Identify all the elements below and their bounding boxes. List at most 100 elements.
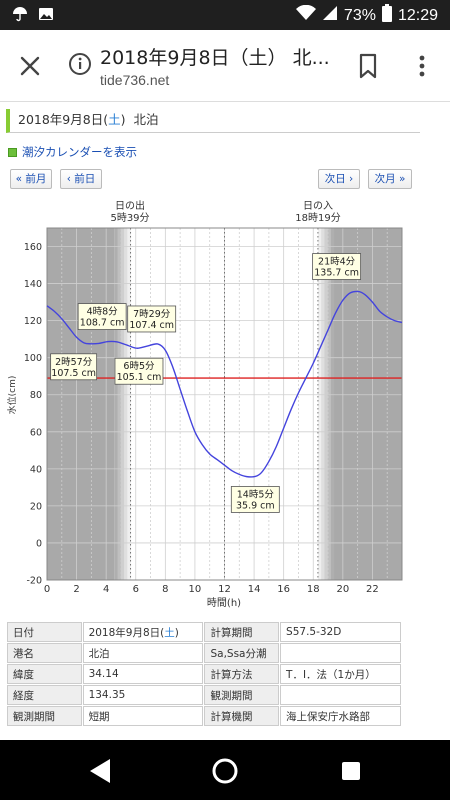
- info-key: 計算期間: [204, 622, 280, 642]
- annotation-time: 6時5分: [123, 361, 155, 372]
- info-table: 日付 2018年9月8日(土) 計算期間 S57.5-32D 港名 北泊 Sa,Ssa分潮緯…: [6, 621, 402, 727]
- calendar-link[interactable]: 潮汐カレンダーを表示: [8, 144, 137, 160]
- calendar-link-label: 潮汐カレンダーを表示: [22, 145, 137, 159]
- prev-day-button[interactable]: ‹ 前日: [60, 169, 102, 189]
- site-info-button[interactable]: [68, 52, 92, 76]
- x-tick-label: 14: [248, 584, 261, 595]
- info-value: S57.5-32D: [280, 622, 401, 642]
- info-key: 日付: [7, 622, 82, 642]
- close-button[interactable]: [14, 50, 46, 82]
- heading-dow: 土: [108, 112, 121, 127]
- info-row: 経度 134.35 観測期間: [7, 685, 401, 705]
- x-tick-label: 16: [277, 584, 290, 595]
- twilight-shade-morning: [114, 228, 119, 580]
- x-tick-label: 18: [307, 584, 320, 595]
- home-button[interactable]: [211, 757, 239, 789]
- annotation-value: 35.9 cm: [236, 500, 275, 511]
- y-tick-label: 140: [24, 279, 42, 290]
- x-tick-label: 10: [189, 584, 202, 595]
- x-tick-label: 8: [162, 584, 168, 595]
- home-icon: [212, 758, 238, 784]
- night-shade-morning: [47, 228, 115, 580]
- y-tick-label: 40: [30, 464, 42, 475]
- sunset-time: 18時19分: [295, 212, 340, 224]
- info-key: Sa,Ssa分潮: [204, 643, 280, 663]
- tide-chart-svg: 日の出 5時39分 日の入 18時19分 時間(h) 水位(cm) -20020…: [6, 199, 403, 609]
- info-row: 日付 2018年9月8日(土) 計算期間 S57.5-32D: [7, 622, 401, 642]
- sunset-label: 日の入: [303, 201, 333, 212]
- info-row: 緯度 34.14 計算方法 T．I．法（1か月）: [7, 664, 401, 684]
- y-tick-label: 20: [30, 501, 42, 512]
- annotation-value: 107.5 cm: [51, 368, 96, 379]
- y-tick-label: 60: [30, 427, 42, 438]
- info-value: 2018年9月8日(土): [82, 622, 204, 642]
- bookmark-button[interactable]: [356, 52, 380, 80]
- night-shade-evening: [334, 228, 402, 580]
- image-icon: [38, 6, 54, 26]
- close-icon: [20, 56, 40, 76]
- y-tick-label: 160: [24, 242, 42, 253]
- info-dow: 土: [164, 626, 175, 639]
- heading-place: 北泊: [133, 112, 159, 127]
- battery-percent: 73%: [343, 6, 376, 24]
- tide-chart: 日の出 5時39分 日の入 18時19分 時間(h) 水位(cm) -20 0 20…: [0, 195, 450, 615]
- annotation-value: 105.1 cm: [117, 372, 162, 383]
- bookmark-icon: [359, 53, 377, 79]
- twilight-shade-morning: [120, 228, 125, 580]
- back-button[interactable]: [88, 758, 112, 788]
- annotation-box: [127, 305, 177, 333]
- annotation-time: 2時57分: [55, 357, 93, 368]
- twilight-shade-morning: [117, 228, 122, 580]
- checkbox-icon: [8, 147, 17, 157]
- annotation-time: 7時29分: [133, 309, 171, 320]
- x-tick-label: 4: [103, 584, 109, 595]
- y-tick-label: 120: [24, 316, 42, 327]
- heading-date: 2018年9月8日: [18, 112, 104, 127]
- annotation-box: [50, 353, 98, 381]
- status-bar: 73% 12:29: [0, 0, 450, 30]
- info-row: 港名 北泊 Sa,Ssa分潮: [7, 643, 401, 663]
- x-tick-label: 12: [218, 584, 231, 595]
- page-title: 2018年9月8日（土） 北...: [100, 47, 330, 69]
- info-key: 観測期間: [7, 706, 82, 726]
- x-tick-label: 2: [73, 584, 79, 595]
- next-day-button[interactable]: 次日 ›: [318, 169, 360, 189]
- wifi-icon: [295, 4, 316, 26]
- annotation-time: 14時5分: [237, 489, 275, 500]
- twilight-shade-evening: [324, 228, 329, 580]
- battery-icon: [381, 4, 392, 27]
- plot-frame: [46, 227, 403, 581]
- annotation-box: [114, 357, 164, 385]
- browser-toolbar: 2018年9月8日（土） 北... tide736.net: [0, 30, 450, 102]
- info-value: 北泊: [82, 643, 204, 663]
- info-key: 緯度: [7, 664, 82, 684]
- info-row: 観測期間 短期 計算機関 海上保安庁水路部: [7, 706, 401, 726]
- annotation-box: [230, 486, 280, 513]
- annotation-box: [77, 303, 127, 330]
- y-tick-label: -20: [26, 576, 42, 587]
- info-key: 計算方法: [204, 664, 280, 684]
- info-value: T．I．法（1か月）: [280, 664, 401, 684]
- annotation-value: 108.7 cm: [80, 318, 125, 329]
- sunrise-label: 日の出: [115, 199, 145, 212]
- annotation-value: 107.4 cm: [129, 320, 174, 331]
- annotation-box: [312, 253, 362, 280]
- info-value: 134.35: [82, 685, 204, 705]
- x-tick-label: 20: [336, 584, 349, 595]
- info-key: 観測期間: [204, 685, 280, 705]
- clock: 12:29: [397, 6, 438, 24]
- next-month-button[interactable]: 次月 »: [368, 169, 412, 189]
- info-icon: [69, 53, 91, 75]
- y-axis-label: 水位(cm): [6, 376, 18, 415]
- x-tick-label: 0: [44, 584, 50, 595]
- system-nav-bar: [0, 740, 450, 800]
- info-value: 海上保安庁水路部: [280, 706, 401, 726]
- menu-button[interactable]: [412, 52, 432, 80]
- umbrella-icon: [12, 6, 28, 26]
- y-tick-label: 80: [30, 390, 42, 401]
- prev-month-button[interactable]: « 前月: [10, 169, 52, 189]
- recents-button[interactable]: [340, 760, 362, 786]
- info-value: [280, 643, 401, 663]
- sunrise-time: 5時39分: [110, 212, 149, 224]
- tide-curve: [46, 290, 403, 478]
